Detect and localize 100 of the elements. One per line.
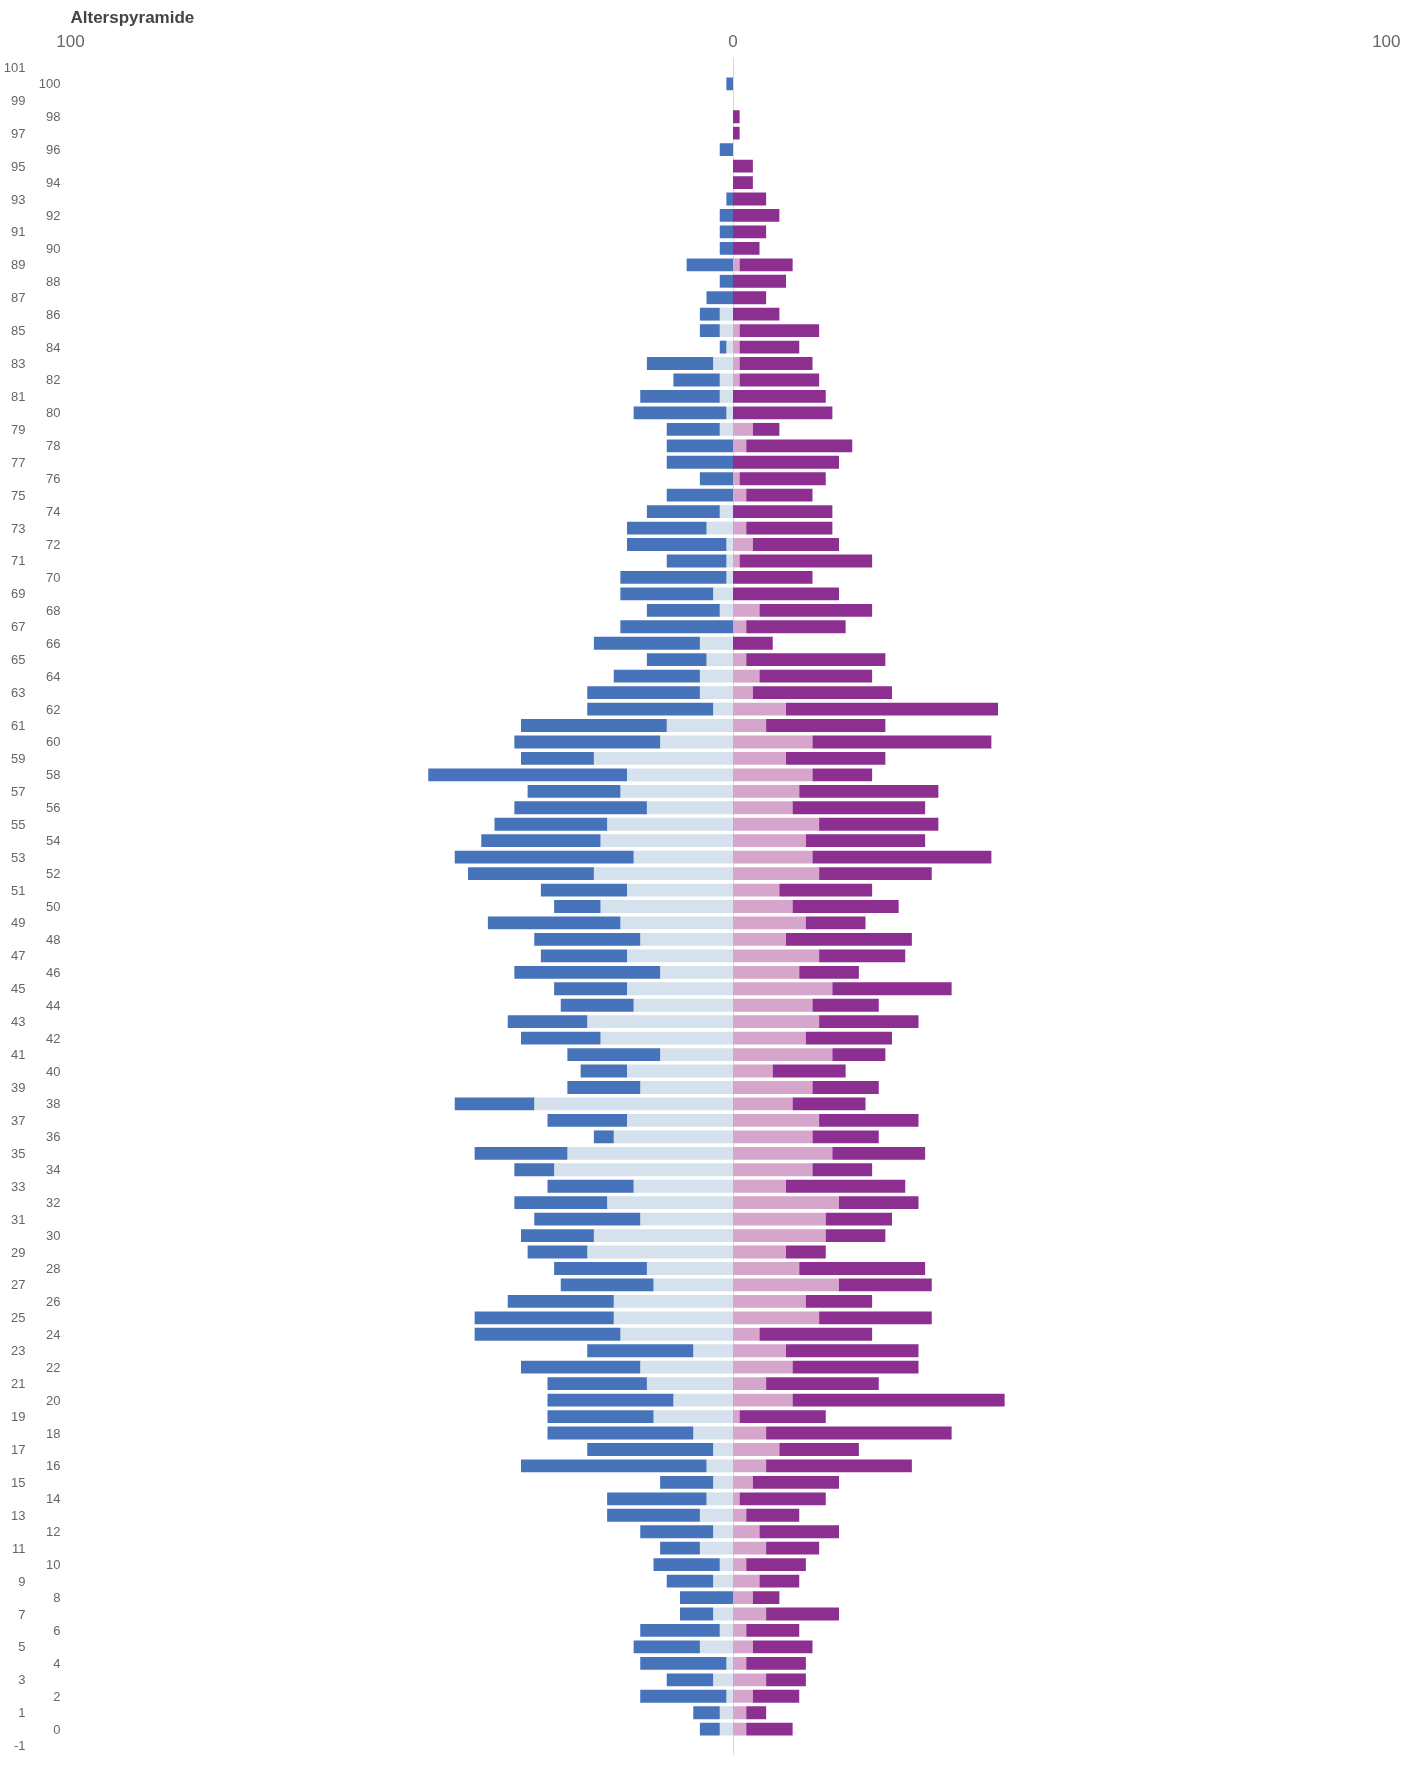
y-tick-label: 36 — [46, 1129, 61, 1145]
y-tick-label: 29 — [11, 1244, 26, 1260]
y-tick-label: 25 — [11, 1310, 26, 1326]
y-tick-label: 87 — [11, 290, 26, 306]
y-tick-label: 55 — [11, 816, 26, 832]
y-tick-label: 21 — [11, 1376, 26, 1392]
y-tick-label: 40 — [46, 1063, 61, 1079]
y-tick-label: 11 — [12, 1540, 26, 1556]
y-tick-label: 17 — [11, 1441, 26, 1457]
y-tick-label: 37 — [11, 1112, 26, 1128]
y-tick-label: 57 — [11, 783, 26, 799]
y-tick-label: 47 — [11, 948, 26, 964]
y-tick-label: 49 — [11, 915, 26, 931]
y-tick-label: 32 — [46, 1195, 61, 1211]
y-tick-label: 16 — [46, 1458, 61, 1474]
y-tick-label: 15 — [11, 1474, 26, 1490]
y-tick-label: 3 — [18, 1672, 26, 1688]
y-tick-label: 82 — [46, 372, 61, 388]
y-tick-label: 20 — [46, 1392, 61, 1408]
y-tick-label: 41 — [11, 1047, 26, 1063]
y-tick-label: 8 — [53, 1590, 61, 1606]
x-tick-label: 0 — [728, 31, 738, 51]
y-tick-label: 31 — [11, 1211, 26, 1227]
y-tick-label: 79 — [11, 421, 26, 437]
y-tick-label: 84 — [46, 339, 61, 355]
y-tick-label: 50 — [46, 899, 61, 914]
y-tick-label: 26 — [46, 1293, 61, 1309]
y-tick-label: 52 — [46, 866, 61, 882]
y-tick-label: 45 — [11, 981, 26, 997]
y-tick-label: 66 — [46, 635, 61, 651]
y-tick-label: 65 — [11, 652, 26, 668]
y-tick-label: 64 — [46, 668, 61, 684]
y-tick-label: 81 — [11, 388, 26, 404]
y-tick-label: 5 — [18, 1639, 26, 1655]
y-tick-label: 51 — [11, 882, 26, 898]
y-tick-label: 12 — [46, 1524, 61, 1540]
y-tick-label: 96 — [46, 142, 61, 158]
y-tick-label: 80 — [46, 405, 61, 421]
y-tick-label: 38 — [46, 1096, 61, 1112]
y-tick-label: 71 — [11, 553, 26, 569]
y-tick-label: 69 — [11, 586, 26, 602]
y-tick-label: 19 — [11, 1409, 26, 1425]
y-tick-label: 85 — [11, 323, 26, 339]
y-tick-label: 62 — [46, 701, 61, 717]
y-tick-label: 91 — [11, 224, 26, 240]
y-tick-label: 76 — [46, 471, 61, 487]
y-tick-label: 75 — [11, 487, 26, 503]
y-tick-label: 83 — [11, 356, 26, 372]
y-tick-label: 39 — [11, 1079, 26, 1095]
y-tick-label: 28 — [46, 1260, 61, 1276]
y-tick-label: 99 — [11, 92, 26, 108]
y-tick-label: 53 — [11, 849, 26, 865]
y-tick-label: 61 — [11, 718, 26, 734]
y-tick-label: 35 — [11, 1145, 26, 1161]
y-tick-label: 74 — [46, 504, 61, 520]
y-tick-label: 58 — [46, 767, 61, 783]
y-tick-label: 97 — [11, 125, 26, 141]
y-tick-label: 9 — [18, 1573, 26, 1589]
y-tick-label: 46 — [46, 964, 61, 980]
y-tick-label: 42 — [46, 1030, 61, 1046]
y-tick-label: 33 — [11, 1178, 26, 1194]
y-tick-label: 0 — [53, 1721, 61, 1737]
y-tick-label: 30 — [46, 1228, 61, 1244]
y-tick-label: 22 — [46, 1359, 61, 1375]
y-tick-label: 27 — [11, 1277, 26, 1293]
y-tick-label: 7 — [18, 1606, 26, 1622]
y-tick-label: 14 — [46, 1491, 61, 1507]
y-tick-label: 4 — [53, 1655, 61, 1671]
y-tick-label: 68 — [46, 602, 61, 618]
y-tick-label: 101 — [3, 59, 26, 75]
y-tick-label: 100 — [38, 76, 61, 92]
y-tick-label: 6 — [53, 1622, 61, 1638]
y-tick-label: 93 — [11, 191, 26, 207]
y-tick-label: 86 — [46, 306, 61, 322]
y-tick-label: 54 — [46, 833, 61, 849]
y-tick-label: 73 — [11, 520, 26, 536]
y-tick-label: 94 — [46, 175, 61, 191]
x-tick-label: 100 — [1372, 31, 1401, 51]
y-tick-label: 63 — [11, 685, 26, 701]
y-tick-label: 24 — [46, 1326, 61, 1342]
y-tick-label: 88 — [46, 273, 61, 289]
y-tick-label: 48 — [46, 931, 61, 947]
y-tick-label: 44 — [46, 997, 61, 1013]
chart-title: Alterspyramide — [70, 7, 195, 27]
y-tick-label: 72 — [46, 537, 61, 553]
y-tick-label: 10 — [46, 1557, 61, 1573]
y-tick-label: 34 — [46, 1162, 61, 1178]
y-tick-label: 59 — [11, 750, 26, 766]
y-tick-label: 70 — [46, 569, 61, 585]
y-tick-label: 60 — [46, 734, 61, 750]
y-tick-label: -1 — [13, 1738, 26, 1754]
y-tick-label: 95 — [11, 158, 26, 174]
y-tick-label: 98 — [46, 109, 61, 125]
y-tick-label: 77 — [11, 454, 26, 470]
y-tick-label: 18 — [46, 1425, 61, 1441]
y-tick-label: 1 — [18, 1705, 26, 1721]
y-tick-label: 43 — [11, 1014, 26, 1030]
y-tick-label: 2 — [53, 1688, 61, 1704]
y-tick-label: 78 — [46, 438, 61, 454]
y-tick-label: 56 — [46, 800, 61, 816]
